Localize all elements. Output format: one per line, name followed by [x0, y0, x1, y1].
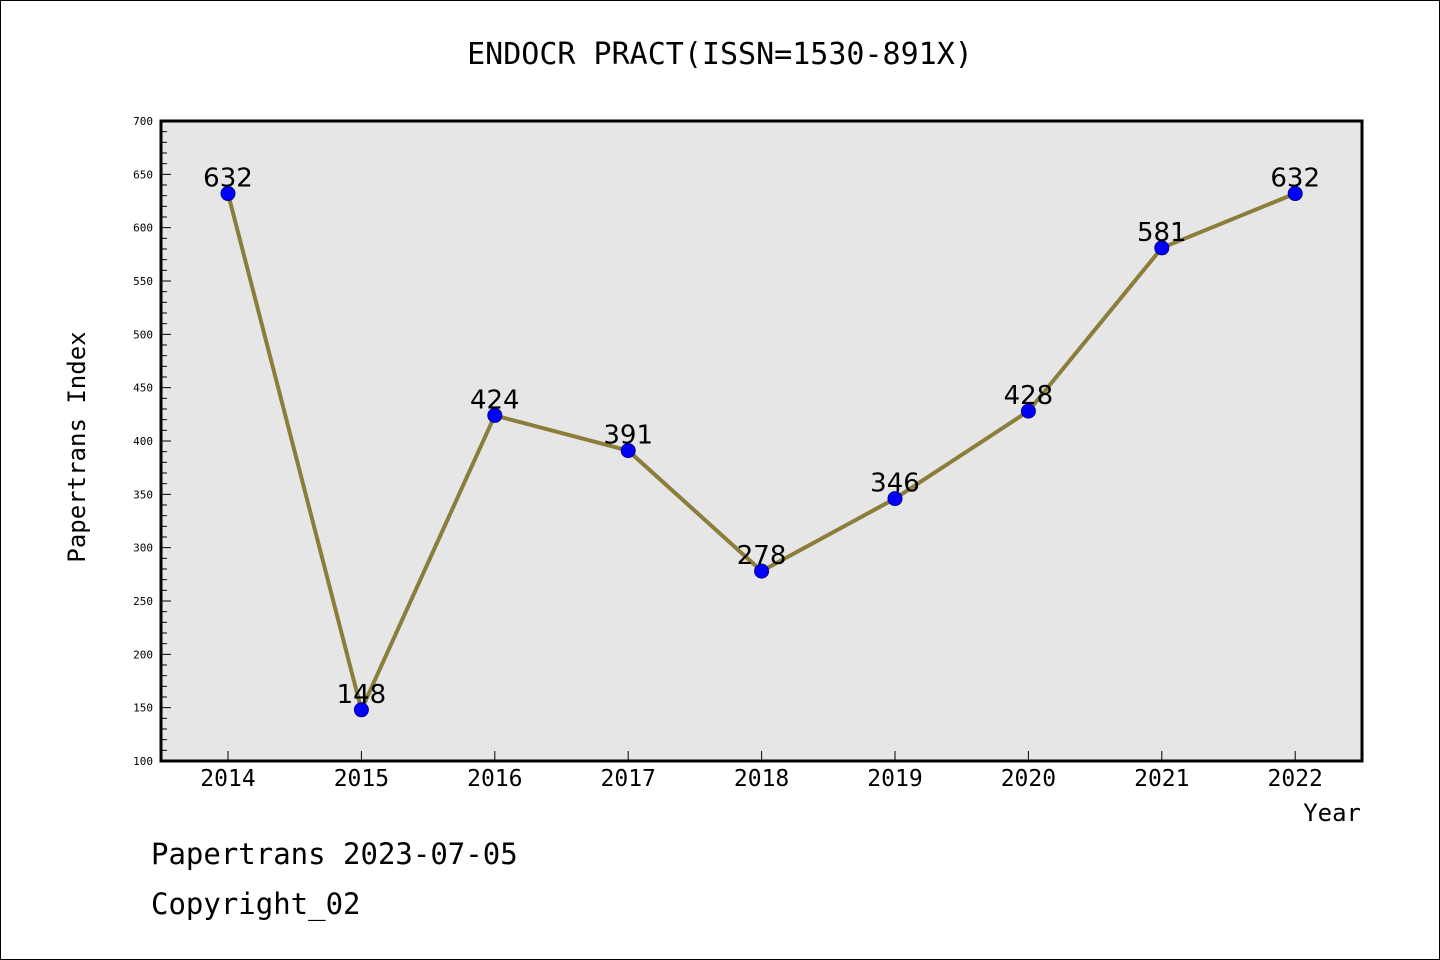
x-tick-label: 2021 — [1134, 766, 1189, 792]
y-tick-label: 200 — [133, 648, 153, 661]
data-point — [1287, 186, 1303, 202]
plot-area — [159, 119, 1364, 763]
data-label: 148 — [337, 680, 387, 710]
y-tick-label: 350 — [133, 488, 153, 501]
data-point — [487, 407, 503, 423]
x-tick-label: 2014 — [200, 766, 255, 792]
y-tick-label: 550 — [133, 275, 153, 288]
y-tick-label: 600 — [133, 222, 153, 235]
data-point — [1154, 240, 1170, 256]
footer-copyright: Copyright_02 — [151, 887, 361, 921]
x-tick-label: 2016 — [467, 766, 522, 792]
x-tick-label: 2017 — [601, 766, 656, 792]
data-point — [220, 186, 236, 202]
data-point — [1020, 403, 1036, 419]
data-label: 581 — [1137, 218, 1187, 248]
data-label: 632 — [1270, 164, 1320, 194]
y-tick-label: 400 — [133, 435, 153, 448]
x-tick-label: 2020 — [1001, 766, 1056, 792]
x-tick-label: 2022 — [1268, 766, 1323, 792]
data-point — [754, 563, 770, 579]
data-point — [353, 702, 369, 718]
y-tick-label: 650 — [133, 168, 153, 181]
y-tick-label: 700 — [133, 115, 153, 128]
y-tick-label: 300 — [133, 542, 153, 555]
data-point — [887, 491, 903, 507]
data-label: 424 — [470, 385, 520, 415]
series-group: 632 148 424 391 278 346 428 581 632 — [203, 164, 1320, 718]
y-axis-label: Papertrans Index — [63, 331, 91, 562]
data-label: 632 — [203, 164, 253, 194]
chart-title: ENDOCR PRACT(ISSN=1530-891X) — [467, 37, 973, 72]
x-axis: 2014 2015 2016 2017 2018 2019 2020 2021 2022 — [200, 751, 1323, 792]
y-tick-label: 150 — [133, 702, 153, 715]
y-tick-label: 100 — [133, 755, 153, 768]
x-axis-label: Year — [1303, 799, 1361, 827]
x-tick-label: 2015 — [334, 766, 389, 792]
y-axis: 100 150 200 250 300 350 400 450 500 550 600 650 700 — [133, 115, 171, 768]
y-tick-label: 500 — [133, 328, 153, 341]
data-label: 391 — [603, 421, 653, 451]
footer-date: Papertrans 2023-07-05 — [151, 837, 518, 871]
data-label: 428 — [1004, 381, 1054, 411]
data-point — [620, 443, 636, 459]
y-tick-label: 450 — [133, 382, 153, 395]
y-tick-label: 250 — [133, 595, 153, 608]
data-label: 278 — [737, 541, 787, 571]
x-tick-label: 2019 — [867, 766, 922, 792]
x-tick-label: 2018 — [734, 766, 789, 792]
data-label: 346 — [870, 469, 920, 499]
